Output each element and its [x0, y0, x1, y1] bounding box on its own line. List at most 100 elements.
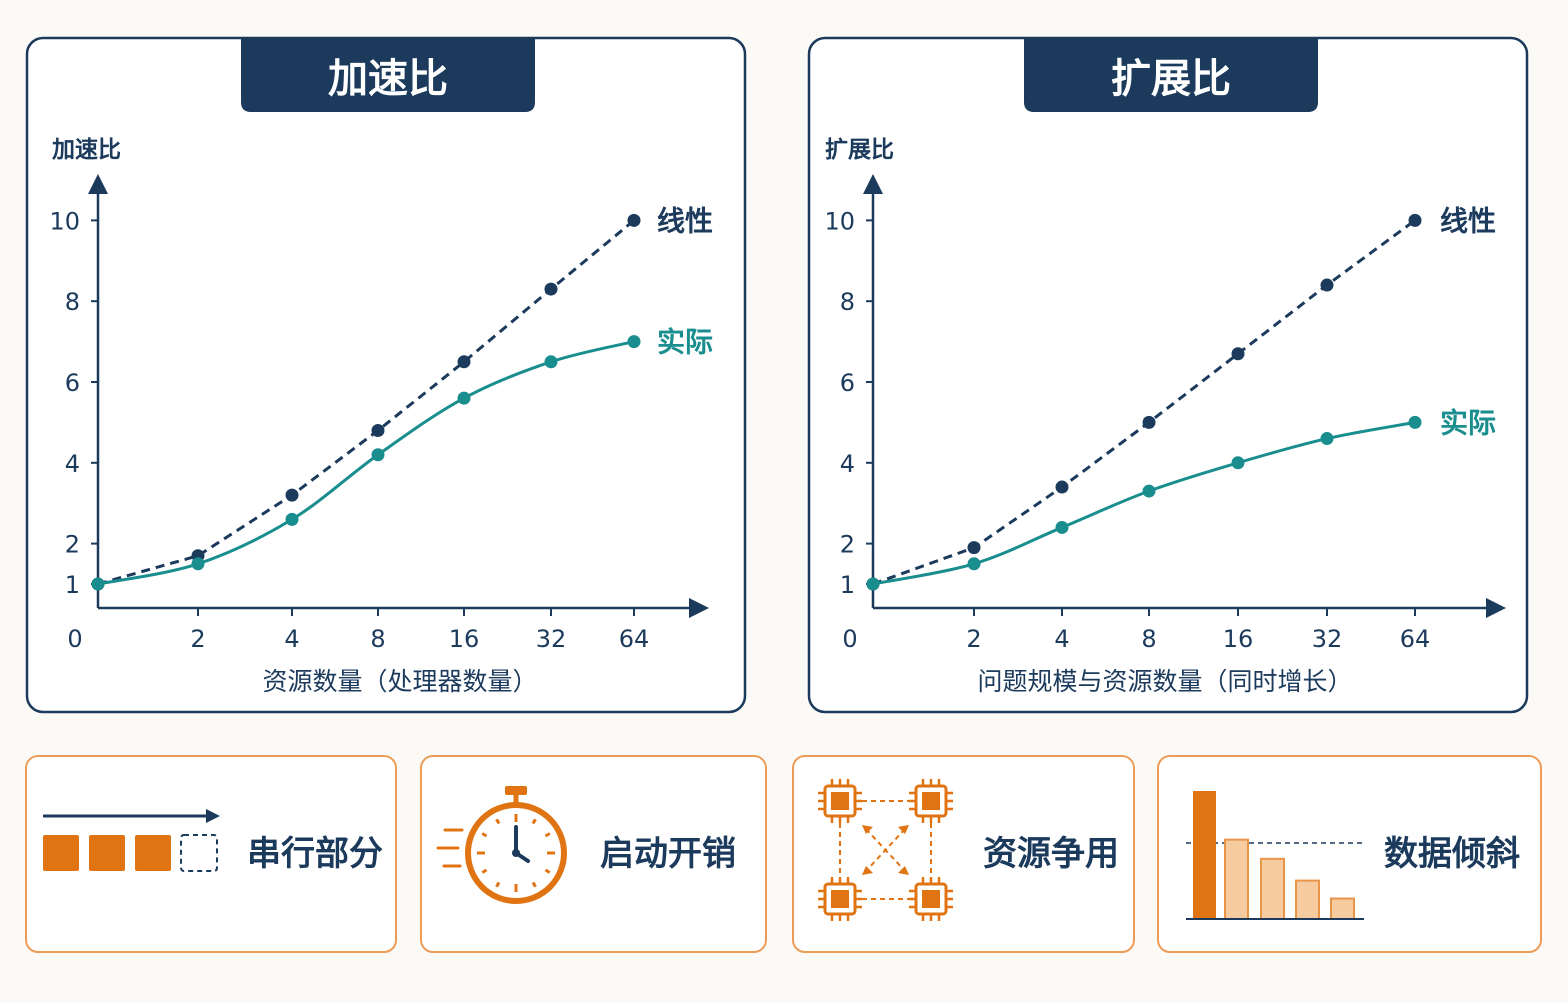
stopwatch-tick [481, 832, 488, 838]
link-line [865, 828, 906, 872]
chart-title-tab [241, 38, 535, 112]
serial-block [43, 835, 79, 871]
chart-title: 扩展比 [1111, 56, 1231, 102]
arrowhead [862, 866, 873, 875]
factor-card-3: 资源争用 [792, 755, 1135, 953]
x-tick-label: 8 [370, 625, 385, 653]
chip-core [922, 792, 940, 810]
y-tick-label: 4 [65, 450, 80, 478]
factors-layer: 串行部分 启动开销 资源争用 数据倾斜 [25, 755, 1542, 953]
series-actual: 实际 [91, 326, 713, 591]
serial-block [135, 835, 171, 871]
arrowhead [898, 866, 909, 875]
factor-card-frame [25, 755, 397, 953]
factor-card-1: 串行部分 [25, 755, 397, 953]
skewed-bars-icon [1186, 791, 1364, 921]
chip-core [831, 890, 849, 908]
data-point [627, 335, 641, 349]
data-point [1408, 213, 1422, 227]
x-tick-label: 4 [1054, 625, 1069, 653]
y-tick-label: 2 [65, 531, 80, 559]
arrowhead [898, 825, 909, 834]
x-tick-label: 2 [966, 625, 981, 653]
series-label: 实际 [657, 326, 713, 359]
chart-title: 加速比 [328, 56, 448, 102]
skew-bar [1260, 857, 1285, 921]
y-tick-label: 1 [65, 571, 80, 599]
data-point [1142, 484, 1156, 498]
skew-bar [1330, 897, 1355, 921]
stopwatch-pivot [512, 849, 520, 857]
chip-icon [909, 779, 953, 823]
y-tick-label: 2 [840, 531, 855, 559]
skew-bar [1193, 791, 1216, 919]
factor-card-frame [792, 755, 1135, 953]
series-label: 实际 [1440, 406, 1496, 439]
y-tick-label: 10 [49, 207, 80, 235]
x-origin-label: 0 [842, 625, 857, 653]
skew-bar [1295, 879, 1320, 920]
stopwatch-tick [531, 881, 537, 888]
data-point [1320, 432, 1334, 446]
data-point [457, 355, 471, 369]
factor-label: 数据倾斜 [1384, 834, 1520, 874]
y-tick-label: 8 [65, 288, 80, 316]
x-axis-label: 资源数量（处理器数量） [262, 667, 537, 696]
chip-icon [818, 779, 862, 823]
data-point [457, 391, 471, 405]
data-point [1320, 278, 1334, 292]
stopwatch-tick [495, 881, 501, 888]
data-point [1055, 480, 1069, 494]
stopwatch-icon [436, 786, 567, 904]
y-tick-label: 6 [65, 369, 80, 397]
x-tick-label: 64 [619, 625, 650, 653]
data-point [1408, 415, 1422, 429]
x-tick-label: 8 [1141, 625, 1156, 653]
data-point [285, 512, 299, 526]
serial-block [89, 835, 125, 871]
stopwatch-tick [544, 832, 551, 838]
chip-core [831, 792, 849, 810]
data-point [371, 423, 385, 437]
x-tick-label: 64 [1400, 625, 1431, 653]
y-tick-label: 8 [840, 288, 855, 316]
factor-label: 启动开销 [600, 834, 736, 874]
y-tick-label: 1 [840, 571, 855, 599]
factor-card-4: 数据倾斜 [1157, 755, 1542, 953]
stopwatch-tick [531, 818, 537, 825]
x-tick-label: 16 [1223, 625, 1254, 653]
data-point [544, 355, 558, 369]
factor-label: 串行部分 [247, 834, 383, 874]
time-arrow-head [206, 809, 220, 823]
y-tick-label: 10 [824, 207, 855, 235]
x-tick-label: 32 [1312, 625, 1343, 653]
serial-blocks-icon [43, 809, 220, 872]
series-linear: 线性 [866, 204, 1496, 591]
x-tick-label: 2 [190, 625, 205, 653]
y-tick-label: 6 [840, 369, 855, 397]
y-tick-label: 4 [840, 450, 855, 478]
stopwatch-tick [544, 868, 551, 874]
data-point [91, 577, 105, 591]
chip-icon [818, 877, 862, 921]
chart-frame [807, 36, 1529, 714]
series-actual: 实际 [866, 406, 1496, 591]
parallel-slot [180, 834, 218, 872]
data-point [1142, 415, 1156, 429]
chip-contention-icon [818, 779, 953, 921]
x-tick-label: 4 [284, 625, 299, 653]
chart-frame [25, 36, 747, 714]
data-point [191, 557, 205, 571]
series-label: 线性 [1440, 204, 1496, 237]
stopwatch-crown [505, 786, 527, 795]
skew-bar [1224, 838, 1249, 921]
x-tick-label: 16 [449, 625, 480, 653]
data-point [627, 213, 641, 227]
x-tick-label: 32 [536, 625, 567, 653]
factor-label: 资源争用 [983, 834, 1119, 874]
stopwatch-tick [495, 818, 501, 825]
data-point [371, 448, 385, 462]
